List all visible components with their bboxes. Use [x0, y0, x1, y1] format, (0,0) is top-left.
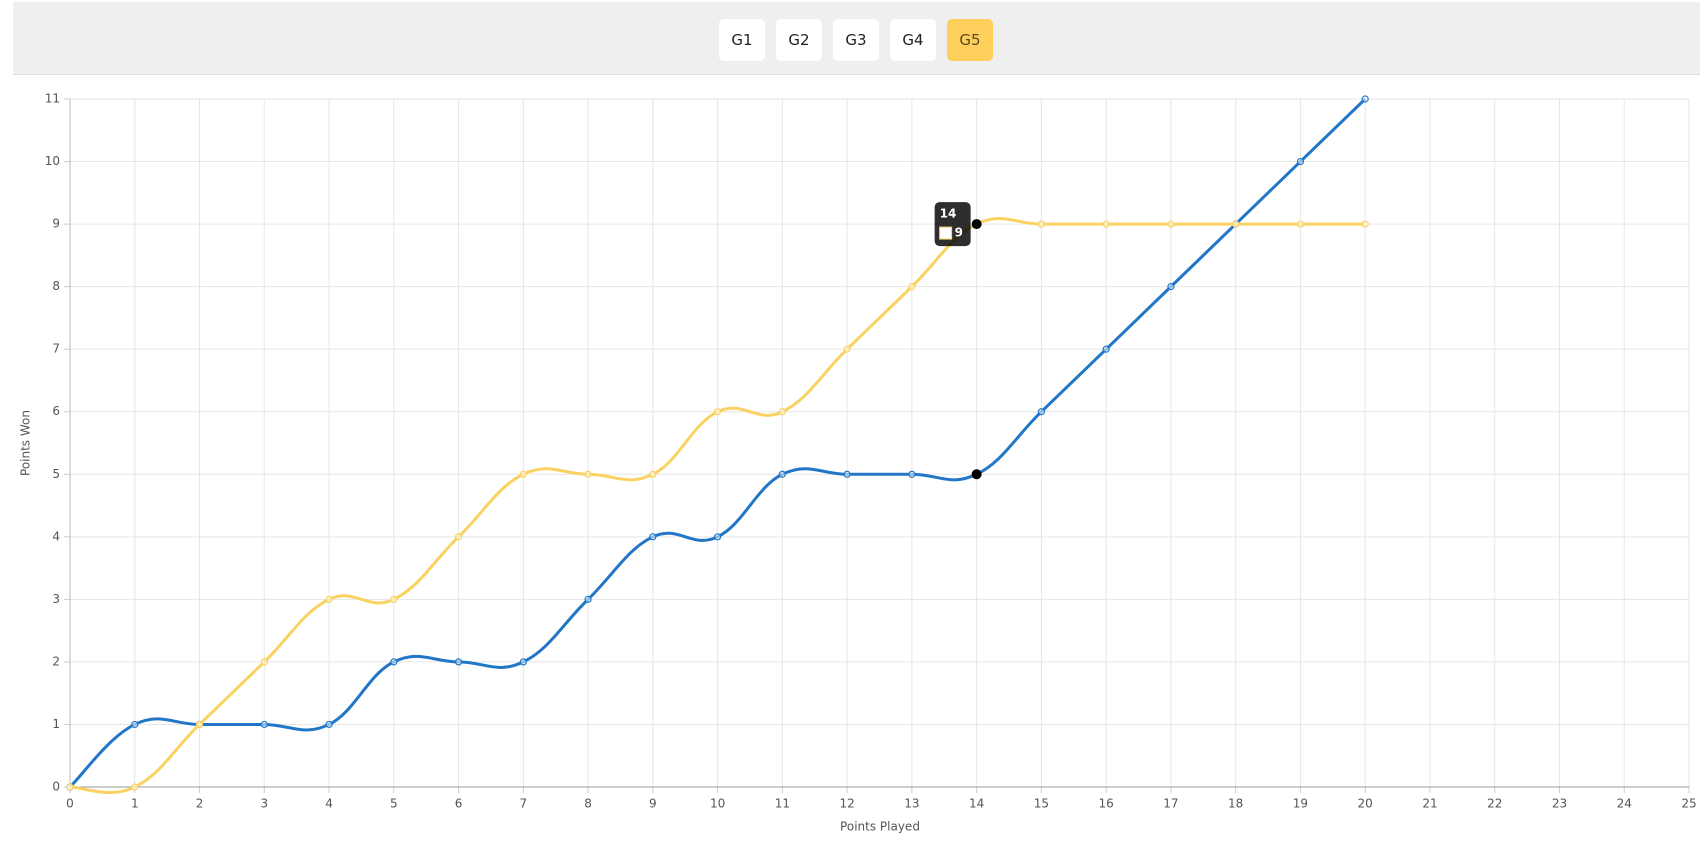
x-tick-label: 18 [1228, 797, 1243, 811]
x-tick-label: 13 [904, 797, 919, 811]
hover-point [971, 469, 982, 480]
data-point [843, 470, 851, 478]
x-tick-label: 17 [1163, 797, 1178, 811]
x-tick-label: 22 [1487, 797, 1502, 811]
data-point [1102, 220, 1110, 228]
data-point [1296, 157, 1305, 166]
data-point [131, 720, 139, 729]
x-tick-label: 4 [325, 797, 333, 811]
x-tick-label: 9 [649, 797, 657, 811]
series-line [69, 217, 1366, 795]
data-point [390, 658, 398, 666]
x-tick-label: 19 [1293, 797, 1308, 811]
game-tab[interactable]: G5 [947, 19, 993, 61]
data-point [1361, 220, 1369, 228]
data-point [1361, 95, 1369, 103]
data-point [519, 658, 527, 666]
y-tick-label: 11 [45, 92, 60, 106]
data-point [454, 533, 463, 541]
data-point [195, 720, 204, 729]
tooltip-swatch [939, 226, 953, 240]
x-tick-label: 15 [1034, 797, 1049, 811]
x-tick-label: 6 [455, 797, 463, 811]
data-point [1037, 408, 1046, 416]
data-point [1167, 220, 1175, 228]
y-tick-label: 2 [52, 654, 60, 668]
y-tick-label: 6 [52, 404, 60, 418]
data-point [260, 658, 268, 666]
data-point [649, 533, 657, 541]
x-axis-label: Points Played [840, 820, 920, 834]
x-tick-label: 0 [66, 797, 74, 811]
data-point [390, 595, 398, 603]
data-point [1102, 345, 1110, 353]
data-point [325, 720, 333, 729]
y-tick-label: 8 [52, 279, 60, 293]
x-tick-label: 14 [969, 797, 984, 811]
y-axis-label: Points Won [19, 410, 33, 476]
tooltip-title: 14 [940, 207, 957, 221]
data-point [713, 533, 722, 541]
x-tick-label: 10 [710, 797, 725, 811]
data-point [1296, 220, 1305, 228]
data-point [325, 595, 333, 603]
data-point [1037, 220, 1046, 228]
data-point [584, 470, 592, 478]
y-tick-label: 9 [52, 217, 60, 231]
x-tick-label: 20 [1358, 797, 1373, 811]
data-point [519, 470, 527, 478]
tooltip-value: 9 [955, 226, 963, 240]
data-point [1167, 283, 1175, 291]
data-point [908, 283, 916, 291]
data-point [908, 470, 916, 478]
x-tick-label: 24 [1617, 797, 1632, 811]
x-tick-label: 12 [839, 797, 854, 811]
y-tick-label: 7 [52, 342, 60, 356]
x-tick-label: 3 [260, 797, 268, 811]
data-point [649, 470, 657, 478]
y-tick-label: 3 [52, 592, 60, 606]
data-point [843, 345, 851, 353]
data-point [778, 408, 786, 416]
x-tick-label: 25 [1681, 797, 1696, 811]
tooltip: 149 [934, 202, 971, 247]
x-tick-label: 5 [390, 797, 398, 811]
data-point [454, 658, 463, 666]
x-tick-label: 23 [1552, 797, 1567, 811]
x-tick-label: 2 [196, 797, 204, 811]
y-tick-label: 10 [45, 154, 60, 168]
game-tab[interactable]: G3 [833, 19, 879, 61]
data-point [584, 595, 592, 603]
data-point [1232, 220, 1240, 228]
y-tick-label: 0 [52, 780, 60, 794]
data-point [131, 783, 139, 791]
x-tick-label: 8 [584, 797, 592, 811]
data-point [713, 408, 722, 416]
x-tick-label: 1 [131, 797, 139, 811]
tab-bar: G1 G2 G3 G4 G5 [13, 2, 1700, 75]
data-point [778, 470, 786, 478]
y-tick-label: 4 [52, 529, 60, 543]
data-point [66, 783, 74, 791]
data-point [260, 720, 268, 729]
x-tick-label: 7 [519, 797, 527, 811]
game-tab[interactable]: G2 [776, 19, 822, 61]
game-tab[interactable]: G1 [719, 19, 765, 61]
y-tick-label: 1 [52, 717, 60, 731]
y-tick-label: 5 [52, 467, 60, 481]
x-tick-label: 16 [1099, 797, 1114, 811]
game-tab[interactable]: G4 [890, 19, 936, 61]
x-tick-label: 21 [1422, 797, 1437, 811]
hover-point [971, 219, 982, 230]
x-tick-label: 11 [775, 797, 790, 811]
